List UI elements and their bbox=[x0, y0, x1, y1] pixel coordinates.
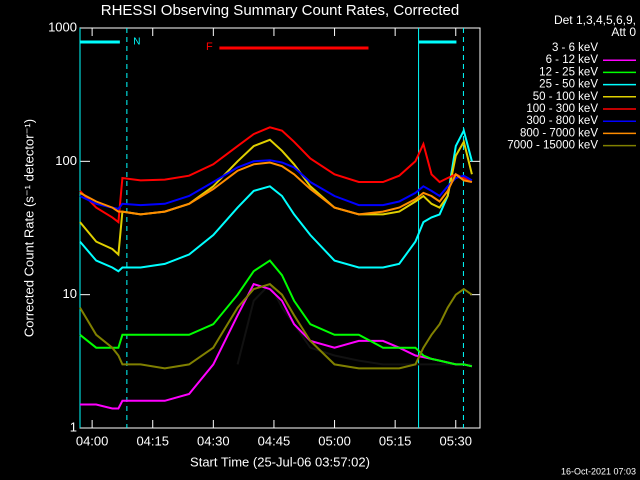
timestamp: 16-Oct-2021 07:03 bbox=[561, 466, 636, 476]
legend-label: 800 - 7000 keV bbox=[520, 127, 598, 139]
series-line bbox=[79, 259, 473, 368]
x-tick-label: 05:15 bbox=[379, 433, 412, 448]
series-line bbox=[80, 282, 473, 410]
flag-label: F bbox=[206, 41, 213, 53]
series-line bbox=[236, 282, 472, 366]
y-tick-label: 1 bbox=[70, 419, 77, 434]
x-tick-label: 05:30 bbox=[439, 433, 472, 448]
x-tick-label: 04:15 bbox=[136, 433, 169, 448]
y-tick-label: 10 bbox=[63, 286, 77, 301]
flag-label: N bbox=[133, 37, 140, 48]
series-line bbox=[79, 159, 473, 211]
series-line bbox=[79, 282, 473, 370]
series-line bbox=[79, 127, 473, 273]
legend-label: 6 - 12 keV bbox=[546, 54, 599, 66]
detectors: Det 1,3,4,5,6,9, bbox=[554, 13, 636, 27]
legend-label: 25 - 50 keV bbox=[539, 79, 598, 91]
x-tick-label: 05:00 bbox=[318, 433, 351, 448]
series-line bbox=[79, 138, 473, 257]
legend-label: 50 - 100 keV bbox=[533, 91, 599, 103]
x-tick-label: 04:45 bbox=[258, 433, 291, 448]
attenuator: Att 0 bbox=[611, 25, 636, 39]
x-tick-label: 04:30 bbox=[197, 433, 230, 448]
y-axis-label: Corrected Count Rate (s⁻¹ detector⁻¹) bbox=[21, 119, 36, 337]
legend-label: 100 - 300 keV bbox=[526, 103, 598, 115]
legend-label: 7000 - 15000 keV bbox=[507, 140, 598, 152]
legend-label: 300 - 800 keV bbox=[526, 115, 598, 127]
x-axis-label: Start Time (25-Jul-06 03:57:02) bbox=[190, 454, 370, 469]
x-tick-label: 04:00 bbox=[76, 433, 109, 448]
legend-label: 3 - 6 keV bbox=[552, 42, 598, 54]
y-tick-label: 1000 bbox=[48, 19, 77, 34]
chart-title: RHESSI Observing Summary Count Rates, Co… bbox=[101, 2, 459, 19]
series-line bbox=[79, 126, 473, 225]
legend-label: 12 - 25 keV bbox=[539, 66, 598, 78]
series-line bbox=[79, 161, 473, 216]
y-tick-label: 100 bbox=[55, 153, 77, 168]
